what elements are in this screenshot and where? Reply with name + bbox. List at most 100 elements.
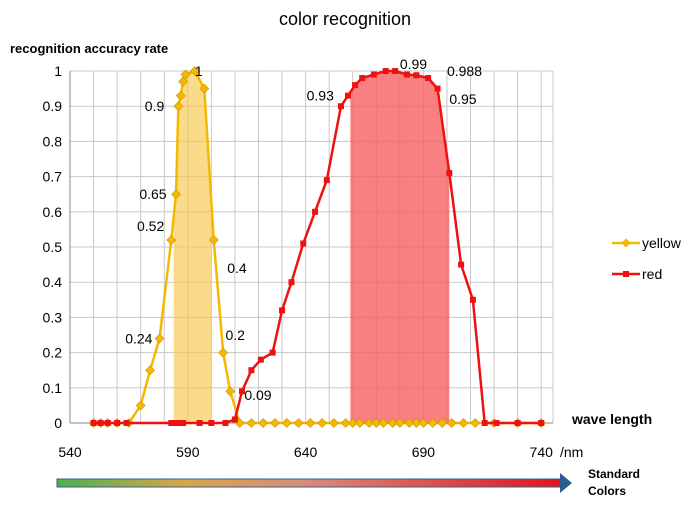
data-point-yellow [305, 418, 316, 428]
legend-item-yellow: yellow [612, 235, 682, 251]
x-tick-label: 640 [294, 444, 318, 460]
data-point-yellow [364, 418, 375, 428]
legend-label-red: red [642, 266, 662, 282]
shaded-region-yellow [173, 71, 212, 423]
data-point-yellow [354, 418, 365, 428]
data-point-yellow [458, 418, 469, 428]
x-tick-label: 690 [412, 444, 436, 460]
data-label: 0.24 [125, 331, 152, 347]
x-axis-label: wave length [571, 411, 652, 427]
data-point-yellow [347, 418, 358, 428]
data-point-red [279, 307, 286, 314]
shaded-region-red [350, 71, 450, 423]
y-axis-label: recognition accuracy rate [10, 41, 168, 56]
data-point-red [208, 420, 215, 426]
data-point-yellow [270, 418, 280, 428]
data-point-red [458, 261, 465, 268]
data-point-yellow [173, 101, 184, 112]
legend-label-yellow: yellow [642, 235, 682, 251]
spectrum-arrow [56, 473, 572, 493]
y-tick-labels: 0 0.1 0.2 0.3 0.4 0.5 0.6 0.7 0.8 0.9 1 [43, 63, 63, 431]
data-point-red [345, 92, 352, 99]
data-point-yellow [180, 69, 191, 80]
data-point-red [104, 420, 111, 426]
data-point-yellow [258, 418, 269, 428]
y-tick-label: 0.9 [43, 98, 63, 114]
data-point-red [359, 75, 366, 82]
series-layer [88, 66, 547, 428]
data-point-red [392, 68, 399, 74]
data-point-red [446, 170, 453, 177]
data-point-yellow [218, 347, 229, 358]
x-tick-label: 540 [58, 444, 82, 460]
y-tick-label: 0.6 [43, 204, 63, 220]
legend: yellow red [612, 235, 682, 282]
data-point-red [425, 75, 432, 82]
data-point-red [97, 420, 104, 426]
data-label: 0.99 [400, 56, 427, 72]
data-point-yellow [378, 418, 389, 428]
legend-marker-yellow [621, 238, 631, 248]
data-point-red [90, 420, 97, 426]
data-point-yellow [145, 365, 156, 376]
series-red [90, 68, 545, 426]
data-point-red [257, 356, 264, 363]
data-point-red [196, 420, 203, 426]
data-point-red [123, 420, 130, 426]
data-point-yellow [189, 66, 200, 76]
data-label: 0.93 [307, 88, 334, 104]
data-label: 0.95 [449, 91, 476, 107]
data-point-red [352, 82, 359, 89]
legend-item-red: red [612, 266, 662, 282]
y-tick-label: 0.1 [43, 380, 63, 396]
y-tick-label: 0.4 [43, 274, 63, 290]
y-tick-label: 0.3 [43, 309, 63, 325]
x-tick-labels: 540 590 640 690 740 [58, 444, 553, 460]
chart-title: color recognition [279, 9, 411, 29]
data-label: 0.4 [227, 260, 247, 276]
data-point-red [269, 349, 276, 356]
data-point-yellow [371, 418, 382, 428]
x-axis-unit: /nm [560, 444, 583, 460]
series-yellow [88, 66, 547, 428]
data-point-yellow [340, 418, 351, 428]
data-point-red [370, 71, 377, 78]
data-label: 0.988 [447, 63, 482, 79]
data-point-red [434, 85, 441, 92]
data-point-yellow [328, 418, 339, 428]
data-point-yellow [293, 418, 304, 428]
data-point-red [222, 420, 229, 426]
data-point-red [493, 420, 500, 426]
standard-colors-label-line1: Standard [588, 467, 640, 481]
data-point-yellow [411, 418, 422, 428]
data-label: 0.65 [139, 186, 166, 202]
data-point-red [180, 420, 187, 426]
data-point-red [312, 208, 319, 215]
y-tick-label: 0 [54, 415, 62, 431]
data-point-yellow [418, 418, 429, 428]
data-point-red [288, 279, 295, 286]
data-label: 0.2 [226, 327, 246, 343]
data-point-yellow [154, 333, 165, 344]
data-point-yellow [199, 83, 210, 94]
data-point-red [403, 71, 410, 78]
data-point-red [337, 103, 344, 110]
data-point-red [514, 420, 521, 426]
data-point-yellow [171, 189, 181, 200]
data-label: 0.09 [244, 387, 271, 403]
data-point-yellow [281, 418, 292, 428]
data-point-red [300, 240, 307, 247]
y-tick-label: 1 [54, 63, 62, 79]
data-point-red [382, 68, 389, 74]
standard-colors-label-line2: Colors [588, 484, 626, 498]
data-label: 0.9 [145, 98, 165, 114]
data-point-yellow [404, 418, 415, 428]
data-point-red [248, 367, 255, 374]
data-point-yellow [175, 90, 186, 101]
data-point-red [469, 296, 476, 303]
data-point-yellow [387, 418, 398, 428]
data-label: 0.52 [137, 218, 164, 234]
data-point-yellow [166, 235, 177, 245]
data-point-red [114, 420, 121, 426]
data-point-red [231, 416, 238, 423]
